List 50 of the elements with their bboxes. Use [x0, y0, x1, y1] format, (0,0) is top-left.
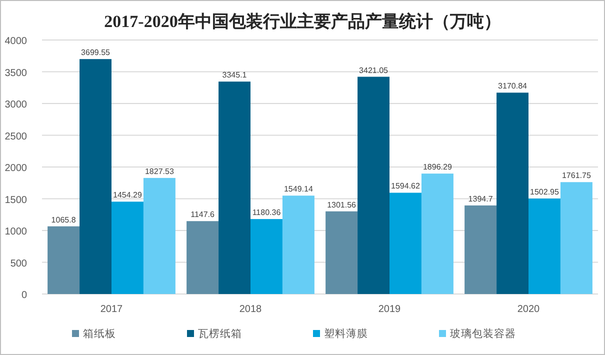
bar: [326, 211, 358, 294]
data-label: 1301.56: [327, 200, 357, 210]
data-label: 1454.29: [113, 190, 142, 200]
chart-title: 2017-2020年中国包装行业主要产品产量统计（万吨）: [104, 12, 501, 31]
bar: [48, 226, 80, 294]
y-tick-label: 1500: [4, 194, 28, 206]
bar: [560, 182, 592, 294]
data-label: 3699.55: [81, 48, 111, 58]
bar: [218, 82, 250, 294]
legend-label: 瓦楞纸箱: [198, 328, 242, 340]
x-tick-label: 2019: [378, 304, 402, 315]
y-tick-label: 0: [21, 290, 28, 301]
bar: [112, 202, 144, 294]
bar: [186, 221, 219, 294]
x-tick-label: 2017: [100, 304, 124, 315]
y-tick-label: 4000: [4, 36, 28, 47]
data-label: 3345.1: [222, 70, 248, 80]
data-label: 3170.84: [498, 82, 528, 91]
legend-label: 玻璃包装容器: [450, 327, 516, 340]
data-label: 1896.29: [422, 162, 452, 172]
y-tick-label: 3500: [4, 68, 28, 79]
y-tick-label: 1000: [4, 226, 28, 238]
data-label: 1594.62: [391, 182, 420, 191]
legend-label: 塑料薄膜: [324, 327, 368, 340]
y-tick-label: 500: [10, 258, 28, 270]
data-label: 1761.75: [562, 171, 592, 180]
data-label: 1180.36: [252, 208, 282, 218]
data-label: 3421.05: [359, 66, 389, 75]
bar: [282, 196, 314, 294]
x-tick-label: 2020: [517, 304, 540, 315]
x-tick-label: 2018: [239, 304, 262, 315]
data-label: 1065.8: [51, 215, 76, 224]
bar: [80, 59, 112, 294]
y-tick-label: 3000: [4, 100, 28, 110]
bar: [250, 219, 282, 294]
y-tick-label: 2500: [4, 131, 28, 142]
bar: [358, 76, 390, 294]
y-tick-label: 2000: [4, 163, 28, 174]
data-label: 1502.95: [530, 188, 560, 197]
data-label: 1549.14: [284, 184, 314, 194]
data-label: 1394.7: [468, 194, 494, 204]
data-label: 1147.6: [190, 210, 216, 220]
bar: [143, 178, 176, 294]
bar: [390, 192, 422, 294]
bar: [464, 205, 497, 294]
legend-label: 箱纸板: [83, 328, 116, 340]
bar: [496, 92, 528, 294]
bar: [528, 198, 560, 294]
bar: [421, 174, 454, 294]
data-label: 1827.53: [144, 166, 174, 176]
